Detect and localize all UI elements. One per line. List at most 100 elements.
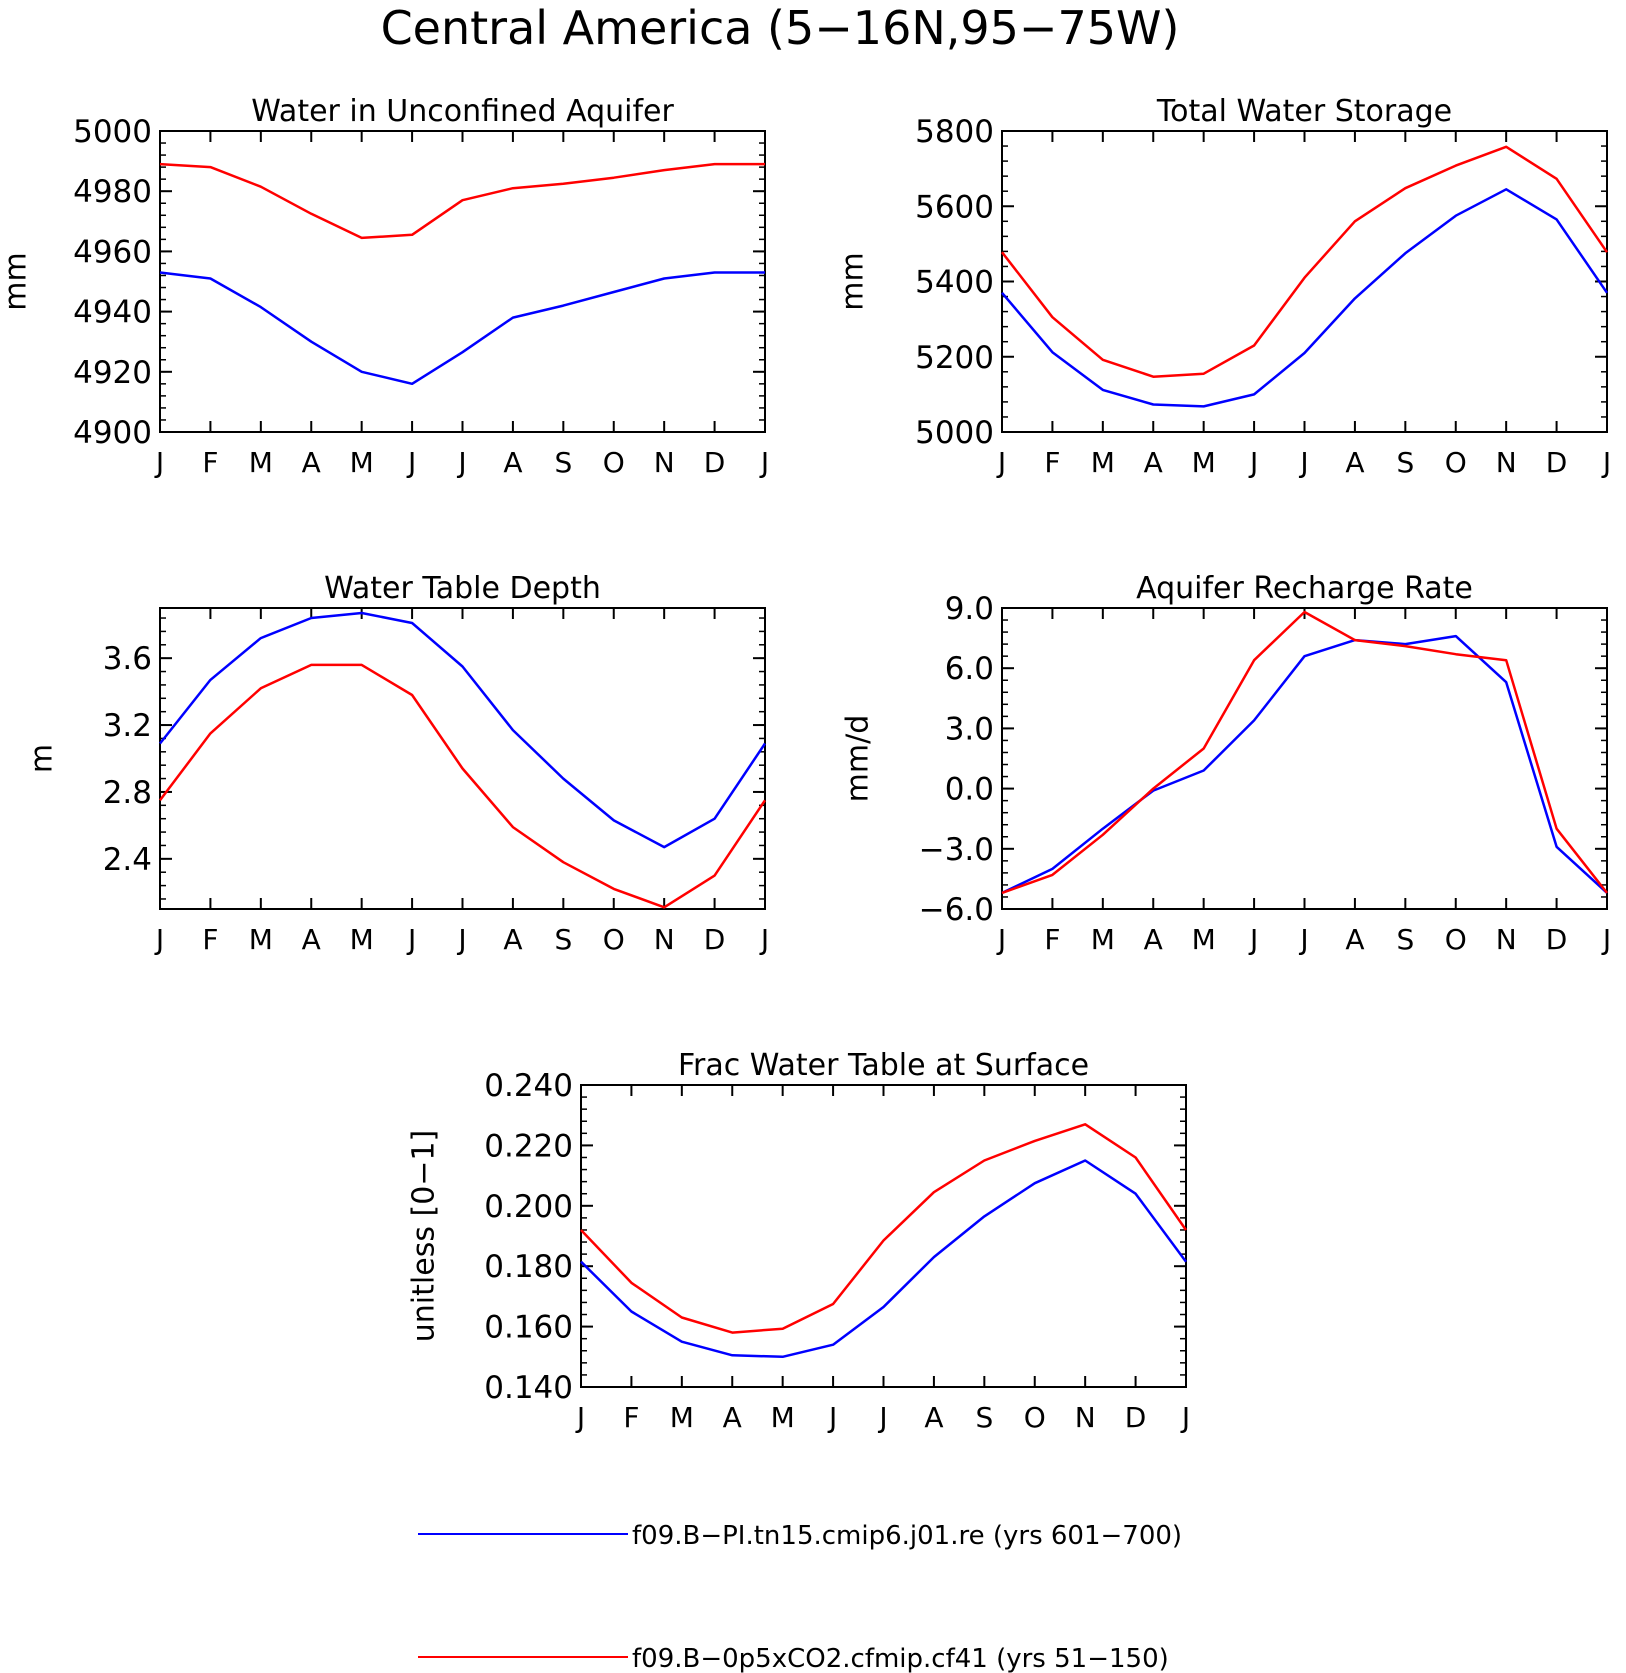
figure-title: Central America (5−16N,95−75W) <box>381 1 1180 55</box>
x-tick-label: M <box>1192 923 1216 956</box>
x-tick-label: S <box>1396 446 1414 479</box>
y-tick-label: 2.8 <box>103 775 152 811</box>
series-line-red <box>159 663 767 909</box>
series-line-red <box>1001 145 1609 378</box>
x-tick-label: M <box>670 1401 694 1434</box>
panel-frac-water-table-at-surface: Frac Water Table at Surface unitless [0−1… <box>407 1048 1191 1434</box>
x-tick-label: J <box>406 923 416 956</box>
series-line-blue <box>159 611 767 849</box>
x-tick-label: N <box>654 446 675 479</box>
x-tick-label: M <box>1091 923 1115 956</box>
y-tick-label: 4960 <box>73 234 152 270</box>
series-line-red <box>1001 610 1608 895</box>
x-tick-label: N <box>1496 923 1517 956</box>
x-tick-label: S <box>554 446 572 479</box>
series-line-blue <box>159 271 765 386</box>
x-tick-label: N <box>1075 1401 1096 1434</box>
y-tick-label: 4900 <box>73 415 152 451</box>
x-tick-label: O <box>1445 446 1467 479</box>
x-tick-label: O <box>1024 1401 1046 1434</box>
y-tick-label: 5800 <box>915 114 994 150</box>
x-tick-label: D <box>1546 923 1568 956</box>
y-tick-label: 5000 <box>915 415 994 451</box>
plot-frame <box>1001 607 1608 910</box>
x-tick-label: F <box>623 1401 639 1434</box>
x-tick-label: J <box>827 1401 837 1434</box>
y-tick-label: 9.0 <box>945 591 994 627</box>
x-tick-label: J <box>1180 1401 1190 1434</box>
x-tick-label: N <box>1496 446 1517 479</box>
x-tick-label: J <box>996 923 1006 956</box>
y-axis-label: mm <box>0 252 34 310</box>
panel-title: Water Table Depth <box>324 571 601 606</box>
x-tick-label: A <box>503 923 522 956</box>
x-tick-label: S <box>975 1401 993 1434</box>
x-tick-label: A <box>302 923 321 956</box>
x-tick-label: J <box>759 446 769 479</box>
x-tick-label: J <box>1601 923 1611 956</box>
x-tick-label: M <box>1192 446 1216 479</box>
x-tick-label: A <box>1144 446 1163 479</box>
legend: f09.B−PI.tn15.cmip6.j01.re (yrs 601−700)… <box>418 1521 1182 1673</box>
x-tick-label: M <box>249 446 273 479</box>
x-tick-label: J <box>996 446 1006 479</box>
x-tick-label: M <box>350 446 374 479</box>
y-tick-label: 4980 <box>73 174 152 210</box>
x-tick-label: J <box>759 923 769 956</box>
y-tick-label: −3.0 <box>919 832 994 868</box>
series-line-red <box>580 1123 1188 1334</box>
y-tick-label: 2.4 <box>103 842 152 878</box>
x-tick-label: A <box>924 1401 943 1434</box>
panel-title: Aquifer Recharge Rate <box>1136 571 1473 606</box>
y-tick-label: 4920 <box>73 355 152 391</box>
panel-title: Water in Unconfined Aquifer <box>251 94 674 129</box>
plot-frame <box>159 607 766 910</box>
x-tick-label: S <box>1396 923 1414 956</box>
x-tick-label: J <box>877 1401 887 1434</box>
series-line-blue <box>580 1159 1188 1359</box>
y-tick-label: 5600 <box>915 189 994 225</box>
plot-frame <box>159 130 766 433</box>
plot-frame <box>1001 130 1608 433</box>
x-tick-label: A <box>1144 923 1163 956</box>
y-tick-label: 0.180 <box>484 1249 573 1285</box>
x-tick-label: A <box>1345 923 1364 956</box>
y-axis-label: m <box>25 744 60 773</box>
y-tick-label: 6.0 <box>945 651 994 687</box>
x-tick-label: J <box>575 1401 585 1434</box>
y-tick-label: 5000 <box>73 114 152 150</box>
x-tick-label: D <box>704 446 726 479</box>
panel-title: Frac Water Table at Surface <box>678 1048 1089 1083</box>
x-tick-label: J <box>154 923 164 956</box>
y-tick-label: 0.240 <box>484 1068 573 1104</box>
y-tick-label: 4940 <box>73 295 152 331</box>
y-tick-label: 0.0 <box>945 772 994 808</box>
y-tick-label: 3.6 <box>103 641 152 677</box>
x-tick-label: F <box>202 923 218 956</box>
x-tick-label: M <box>350 923 374 956</box>
panel-title: Total Water Storage <box>1156 94 1452 129</box>
x-tick-label: F <box>202 446 218 479</box>
x-tick-label: F <box>1044 446 1060 479</box>
y-tick-label: −6.0 <box>919 892 994 928</box>
y-tick-label: 0.140 <box>484 1370 573 1406</box>
x-tick-label: A <box>503 446 522 479</box>
x-tick-label: J <box>456 923 466 956</box>
y-tick-label: 3.0 <box>945 711 994 747</box>
x-tick-label: O <box>603 446 625 479</box>
x-tick-label: J <box>406 446 416 479</box>
x-tick-label: D <box>1125 1401 1147 1434</box>
x-tick-label: J <box>456 446 466 479</box>
y-tick-label: 0.220 <box>484 1128 573 1164</box>
x-tick-label: O <box>1445 923 1467 956</box>
series-line-blue <box>1001 634 1608 895</box>
y-tick-label: 0.200 <box>484 1189 573 1225</box>
y-axis-label: mm/d <box>841 715 876 803</box>
x-tick-label: D <box>1546 446 1568 479</box>
y-axis-label: unitless [0−1] <box>407 1130 442 1342</box>
